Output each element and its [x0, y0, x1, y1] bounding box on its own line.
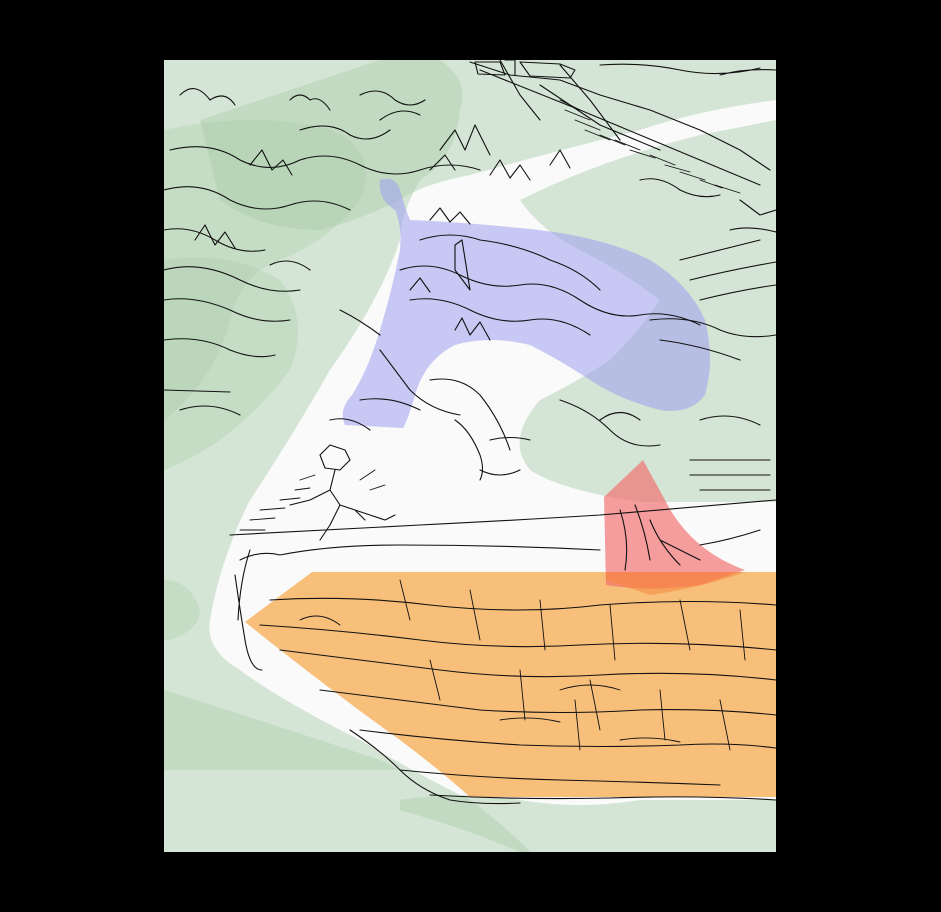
- line-mid-2: [329, 398, 421, 431]
- vegetation-upper-band: [200, 60, 776, 230]
- building-region: [604, 460, 745, 589]
- sketch-linework: [164, 60, 776, 805]
- line-mountain-1: [429, 124, 491, 171]
- line-road-1: [229, 499, 776, 536]
- line-mountain-3: [194, 149, 293, 249]
- line-left-3: [164, 266, 301, 322]
- vegetation-bottom-strip: [164, 690, 400, 770]
- line-field-extra: [299, 615, 681, 743]
- water-body-region: [342, 178, 710, 428]
- line-mid-1: [429, 378, 511, 481]
- line-structure-top: [469, 61, 771, 171]
- vegetation-bottom-left: [164, 580, 200, 640]
- line-field-5: [359, 729, 776, 749]
- vegetation-bottom-right: [400, 795, 776, 852]
- line-top-right: [599, 63, 776, 76]
- line-field-6: [399, 769, 776, 801]
- line-field-1: [269, 597, 776, 611]
- line-right-scribbles-2: [639, 178, 776, 233]
- line-road-2: [239, 544, 601, 561]
- vegetation-left-dense: [164, 120, 366, 420]
- line-river-2: [339, 309, 461, 416]
- line-right-lines-1: [679, 239, 776, 301]
- line-right-lines-2: [649, 318, 776, 361]
- line-left-2: [164, 228, 311, 271]
- line-structure-top-3: [499, 60, 661, 151]
- vegetation-right-mass: [519, 120, 776, 502]
- line-field-3: [279, 649, 776, 681]
- line-structure-top-2: [479, 69, 761, 186]
- line-bottom-edge: [349, 729, 521, 805]
- line-figure-sketch: [289, 444, 396, 541]
- farmland-region: [245, 572, 776, 797]
- line-mountain-4: [429, 207, 471, 291]
- line-building-detail: [619, 504, 761, 571]
- line-hatch-top: [559, 99, 741, 194]
- line-mid-3: [479, 436, 531, 476]
- line-center-ridge-2: [409, 298, 591, 336]
- line-center-peaks: [409, 277, 491, 341]
- line-right-scribbles: [559, 399, 761, 447]
- line-figure-detail: [239, 469, 386, 531]
- line-top-scribbles: [179, 88, 426, 140]
- line-center-ridge: [399, 265, 701, 326]
- line-left-4: [164, 338, 276, 416]
- line-left-1: [164, 186, 351, 211]
- line-box-top: [474, 60, 576, 79]
- line-river-1: [419, 234, 601, 291]
- line-mountain-2: [489, 149, 571, 181]
- vegetation-left-lower: [164, 257, 298, 470]
- vegetation-region: [164, 60, 776, 852]
- line-right-lines-3: [689, 459, 771, 491]
- building-base-overlap: [606, 572, 745, 595]
- line-field-verticals: [399, 579, 746, 751]
- vegetation-upper-left: [164, 60, 530, 852]
- line-field-4: [319, 689, 776, 716]
- line-field-2: [259, 624, 776, 651]
- line-top-scribbles-2: [169, 146, 481, 175]
- line-road-3: [234, 549, 263, 671]
